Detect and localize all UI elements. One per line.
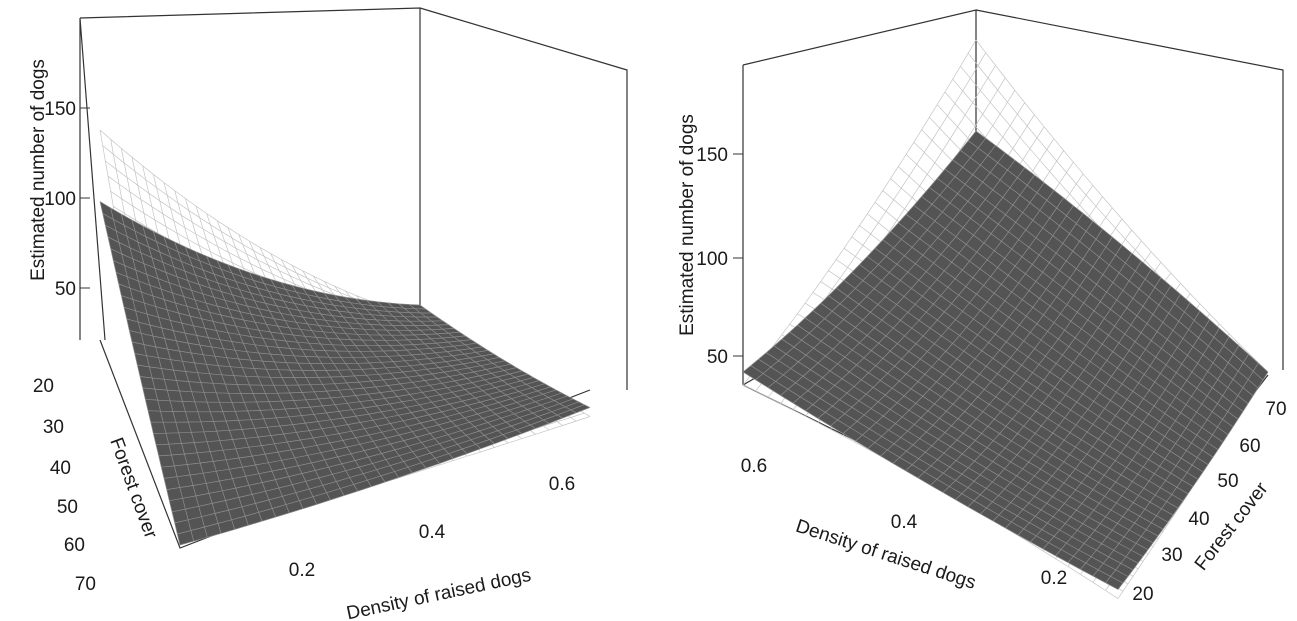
left-surface-plot: 50 100 150 Estimated number of dogs 20 30 40 50… bbox=[0, 0, 648, 621]
plot-box-frame bbox=[79, 7, 628, 390]
y-tick-label-3: 50 bbox=[57, 497, 78, 518]
x-axis-label: Density of raised dogs bbox=[345, 565, 533, 621]
z-tick-label-1: 100 bbox=[44, 189, 76, 210]
x-tick-label-1: 0.4 bbox=[891, 512, 918, 533]
solid-surface bbox=[99, 201, 591, 546]
solid-surface bbox=[742, 130, 1269, 590]
z-tick-label-0: 50 bbox=[707, 347, 728, 368]
solid-surface-fill bbox=[743, 131, 1268, 590]
right-surface-plot: 50 100 150 Estimated number of dogs 0.6 0.4 0.… bbox=[648, 0, 1297, 621]
y-tick-label-4: 60 bbox=[64, 535, 85, 556]
z-axis-label: Estimated number of dogs bbox=[28, 59, 49, 281]
solid-surface-mesh bbox=[99, 201, 591, 546]
z-axis-label: Estimated number of dogs bbox=[677, 114, 698, 336]
solid-surface-fill bbox=[100, 201, 590, 545]
y-tick-label-2: 40 bbox=[1188, 509, 1209, 530]
x-tick-label-0: 0.6 bbox=[741, 456, 767, 477]
y-tick-label-1: 30 bbox=[1161, 545, 1182, 566]
plot-box-frame bbox=[742, 9, 1284, 386]
y-tick-label-3: 50 bbox=[1217, 471, 1238, 492]
y-tick-label-1: 30 bbox=[43, 417, 64, 438]
y-tick-label-5: 70 bbox=[1265, 399, 1286, 420]
z-tick-label-2: 150 bbox=[44, 99, 76, 120]
z-tick-label-1: 100 bbox=[696, 249, 728, 270]
y-tick-label-5: 70 bbox=[75, 574, 96, 595]
y-tick-label-0: 20 bbox=[33, 376, 54, 397]
z-tick-label-2: 150 bbox=[696, 145, 728, 166]
x-tick-label-0: 0.2 bbox=[289, 560, 315, 581]
y-tick-label-4: 60 bbox=[1239, 436, 1260, 457]
x-tick-label-1: 0.4 bbox=[419, 522, 446, 543]
x-axis-label: Density of raised dogs bbox=[793, 516, 978, 594]
y-tick-label-0: 20 bbox=[1132, 584, 1153, 605]
z-tick-label-0: 50 bbox=[55, 279, 76, 300]
y-tick-label-2: 40 bbox=[50, 458, 71, 479]
x-tick-label-2: 0.2 bbox=[1041, 568, 1067, 589]
y-axis-label: Forest cover bbox=[105, 435, 161, 542]
x-tick-label-2: 0.6 bbox=[549, 474, 575, 495]
solid-surface-mesh bbox=[742, 130, 1269, 590]
